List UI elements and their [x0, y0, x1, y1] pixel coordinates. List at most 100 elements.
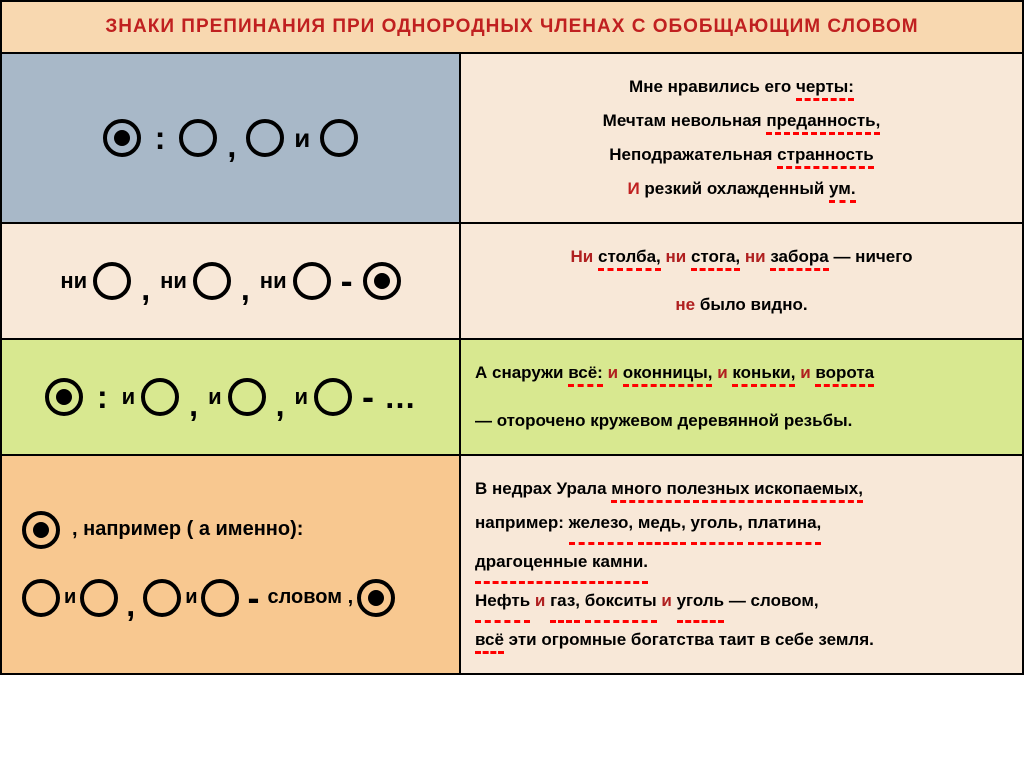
pattern-3: : и , и , и - …	[45, 376, 416, 418]
colon-sep: :	[155, 120, 166, 157]
text: резкий охлажденный	[644, 179, 829, 198]
underlined-word: медь,	[638, 506, 686, 545]
example-cell-3: А снаружи всё: и оконницы, и коньки, и в…	[461, 340, 1022, 454]
underlined-word: ворота	[815, 363, 874, 387]
underlined-word: черты:	[796, 77, 854, 101]
underlined-word: забора	[770, 247, 828, 271]
comma-sep: ,	[141, 271, 150, 308]
example-cell-1: Мне нравились его черты: Мечтам невольна…	[461, 54, 1022, 222]
circle-icon	[143, 579, 181, 617]
example-line: например: железо, медь, уголь, платина,	[475, 506, 1008, 545]
pattern-1: : , и	[103, 119, 359, 157]
red-word: Ни	[571, 247, 594, 266]
filled-circle-icon	[363, 262, 401, 300]
row-4: , например ( а именно): и , и - словом ,	[2, 456, 1022, 673]
circle-icon	[314, 378, 352, 416]
circle-icon	[320, 119, 358, 157]
pattern-2: ни , ни , ни -	[60, 260, 400, 302]
pattern-text: словом ,	[267, 586, 353, 609]
example-line: Неподражательная странность	[475, 138, 1008, 172]
example-line: Мечтам невольная преданность,	[475, 104, 1008, 138]
i-word: и	[122, 384, 136, 410]
i-word: и	[64, 586, 76, 609]
red-word: и	[657, 591, 677, 610]
example-line: не было видно.	[475, 288, 1008, 322]
filled-circle-icon	[357, 579, 395, 617]
i-word: и	[294, 384, 308, 410]
example-cell-2: Ни столба, ни стога, ни забора — ничего …	[461, 224, 1022, 338]
ellipsis: …	[384, 379, 416, 416]
filled-circle-icon	[103, 119, 141, 157]
underlined-word: коньки,	[732, 363, 795, 387]
text: например:	[475, 513, 569, 532]
underlined-word: бокситы	[585, 584, 657, 623]
underlined-word: уголь,	[691, 506, 743, 545]
text: — словом,	[724, 591, 819, 610]
comma-sep: ,	[241, 271, 250, 308]
text: — ничего	[829, 247, 913, 266]
pattern-cell-3: : и , и , и - …	[2, 340, 461, 454]
text: было видно.	[695, 295, 808, 314]
colon-sep: :	[97, 379, 108, 416]
comma-sep: ,	[189, 387, 198, 424]
example-cell-4: В недрах Урала много полезных ископаемых…	[461, 456, 1022, 673]
i-word: и	[185, 586, 197, 609]
red-word: не	[675, 295, 695, 314]
example-line: И резкий охлажденный ум.	[475, 172, 1008, 206]
ni-word: ни	[160, 268, 187, 294]
underlined-word: столба,	[598, 247, 661, 271]
text: эти огромные богатства таит в себе земля…	[504, 630, 874, 649]
row-3: : и , и , и - … А снаружи всё: и оконниц…	[2, 340, 1022, 456]
i-word: и	[208, 384, 222, 410]
red-word: и	[795, 363, 815, 382]
circle-icon	[201, 579, 239, 617]
underlined-word: преданность,	[766, 111, 880, 135]
pattern-text: , например ( а именно):	[72, 518, 303, 541]
dash-sep: -	[247, 577, 259, 619]
circle-icon	[179, 119, 217, 157]
comma-sep: ,	[126, 587, 135, 624]
circle-icon	[293, 262, 331, 300]
example-line: всё эти огромные богатства таит в себе з…	[475, 623, 1008, 657]
underlined-word: газ,	[550, 584, 580, 623]
text: — оторочено кружевом деревянной резьбы.	[475, 411, 852, 430]
underlined-word: Нефть	[475, 584, 530, 623]
example-line: Ни столба, ни стога, ни забора — ничего	[475, 240, 1008, 274]
ni-word: ни	[260, 268, 287, 294]
underlined-word: ум.	[829, 179, 856, 203]
red-word: и	[712, 363, 732, 382]
filled-circle-icon	[22, 511, 60, 549]
text: В недрах Урала	[475, 479, 611, 498]
underlined-word: всё	[475, 630, 504, 654]
pattern-line-1: , например ( а именно):	[22, 511, 303, 549]
example-line: — оторочено кружевом деревянной резьбы.	[475, 404, 1008, 438]
circle-icon	[80, 579, 118, 617]
dash-sep: -	[341, 260, 353, 302]
underlined-word: драгоценные камни.	[475, 545, 648, 584]
text: Мне нравились его	[629, 77, 796, 96]
underlined-word: оконницы,	[623, 363, 713, 387]
circle-icon	[246, 119, 284, 157]
header-title: ЗНАКИ ПРЕПИНАНИЯ ПРИ ОДНОРОДНЫХ ЧЛЕНАХ С…	[105, 16, 918, 37]
punctuation-table: ЗНАКИ ПРЕПИНАНИЯ ПРИ ОДНОРОДНЫХ ЧЛЕНАХ С…	[0, 0, 1024, 675]
pattern-cell-2: ни , ни , ни -	[2, 224, 461, 338]
example-line: В недрах Урала много полезных ископаемых…	[475, 472, 1008, 506]
red-word: и	[530, 591, 550, 610]
red-word: и	[603, 363, 623, 382]
circle-icon	[228, 378, 266, 416]
text: Мечтам невольная	[603, 111, 767, 130]
pattern-line-2: и , и - словом ,	[22, 577, 395, 619]
text: А снаружи	[475, 363, 568, 382]
example-line: А снаружи всё: и оконницы, и коньки, и в…	[475, 356, 1008, 390]
underlined-word: платина,	[748, 506, 822, 545]
text: Неподражательная	[609, 145, 777, 164]
example-line: драгоценные камни.	[475, 545, 1008, 584]
dash-sep: -	[362, 376, 374, 418]
underlined-word: железо,	[569, 506, 633, 545]
underlined-word: странность	[777, 145, 874, 169]
pattern-cell-1: : , и	[2, 54, 461, 222]
underlined-word: всё:	[568, 363, 603, 387]
example-line: Нефть и газ, бокситы и уголь — словом,	[475, 584, 1008, 623]
comma-sep: ,	[227, 128, 236, 165]
header: ЗНАКИ ПРЕПИНАНИЯ ПРИ ОДНОРОДНЫХ ЧЛЕНАХ С…	[2, 2, 1022, 54]
